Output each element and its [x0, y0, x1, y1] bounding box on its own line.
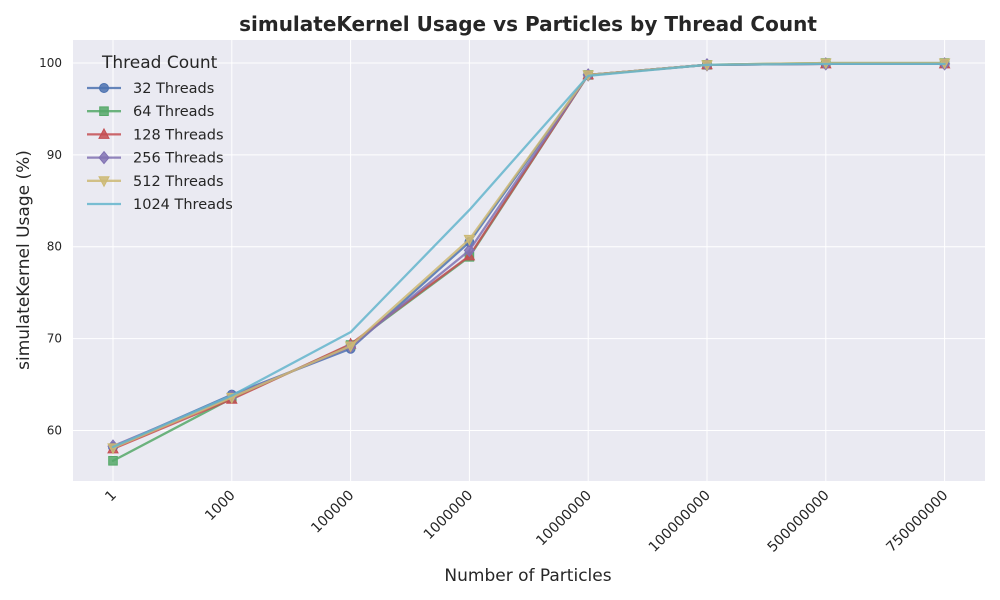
data-point — [463, 243, 476, 258]
legend-marker — [99, 83, 109, 93]
legend-item: 256 Threads — [87, 151, 224, 167]
y-tick-label: 60 — [47, 423, 62, 437]
y-tick-label: 90 — [47, 148, 62, 162]
data-point — [463, 234, 476, 246]
legend-item: 512 Threads — [87, 174, 224, 190]
legend-marker — [98, 127, 110, 139]
legend: Thread Count 32 Threads 64 Threads 128 Thr… — [87, 53, 233, 213]
legend-marker — [98, 176, 110, 188]
legend-label: 128 Threads — [133, 127, 224, 143]
y-tick-label: 70 — [47, 332, 62, 346]
data-point — [344, 341, 357, 353]
legend-label: 512 Threads — [133, 174, 224, 190]
x-axis-label: Number of Particles — [444, 566, 611, 586]
plot-area — [73, 40, 985, 481]
legend-label: 32 Threads — [133, 81, 214, 97]
chart-title: simulateKernel Usage vs Particles by Thr… — [239, 12, 817, 36]
legend-marker — [98, 150, 110, 165]
legend-label: 1024 Threads — [133, 197, 233, 213]
legend-item: 128 Threads — [87, 127, 224, 143]
series-layer — [107, 57, 951, 466]
data-point — [108, 455, 118, 466]
legend-label: 64 Threads — [133, 104, 214, 120]
series-line — [111, 62, 946, 449]
y-axis-label: simulateKernel Usage (%) — [14, 150, 34, 370]
legend-item: 64 Threads — [87, 104, 214, 120]
y-tick-label: 100 — [39, 56, 62, 70]
legend-marker — [99, 106, 109, 117]
legend-title: Thread Count — [101, 53, 218, 73]
legend-item: 1024 Threads — [87, 197, 233, 213]
grid-lines — [73, 40, 985, 481]
legend-item: 32 Threads — [87, 81, 214, 97]
y-axis-ticks: 60 70 80 90 100 — [39, 56, 62, 438]
y-tick-label: 80 — [47, 240, 62, 254]
legend-label: 256 Threads — [133, 151, 224, 167]
series-1024-threads — [111, 62, 946, 449]
